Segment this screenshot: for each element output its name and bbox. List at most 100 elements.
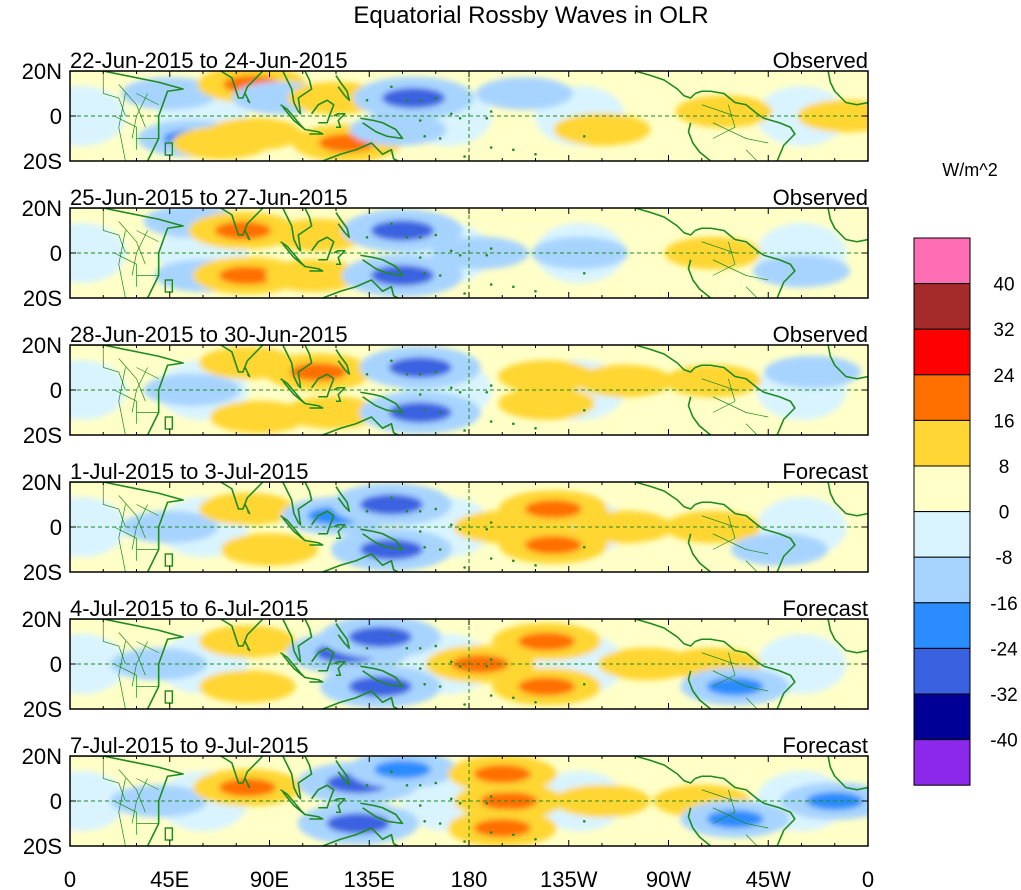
lon-label: 0 (862, 867, 874, 890)
colorbar-swatch (913, 283, 971, 330)
coastlines (70, 345, 868, 435)
coastlines (70, 208, 868, 298)
anomaly-mark (498, 360, 596, 393)
panel-date-range: 22-Jun-2015 to 24-Jun-2015 (70, 48, 348, 73)
colorbar-swatch (913, 511, 971, 558)
anomaly-field (70, 346, 862, 434)
anomaly-core (706, 677, 764, 696)
anomaly-mark (664, 236, 762, 270)
colorbar-label: 40 (993, 275, 1014, 296)
anomaly-mark (198, 670, 296, 703)
anomaly-mark (221, 533, 318, 566)
colorbar-swatch (913, 328, 971, 376)
lon-label: 45W (746, 867, 791, 890)
lat-label: 20N (22, 470, 62, 495)
panels-group: 20N 0 20S 22-Jun-2015 to 24-Jun-2015 Observe… (22, 48, 869, 859)
colorbar-swatch (913, 693, 971, 741)
figure-title: Equatorial Rossby Waves in OLR (353, 2, 708, 29)
colorbar: W/m^2 40 32 24 16 8 0 -8 -16 -24 -32 -40 (913, 160, 1018, 786)
anomaly-core (473, 819, 531, 837)
colorbar-label: 24 (993, 366, 1015, 387)
coastlines (70, 71, 868, 161)
panel-date-range: 4-Jul-2015 to 6-Jul-2015 (70, 596, 308, 621)
panel-1: 20N 0 20S 22-Jun-2015 to 24-Jun-2015 Observe… (22, 48, 869, 174)
lat-label: 20N (22, 607, 62, 632)
coastlines (70, 756, 868, 846)
panel-5: 20N 0 20S 4-Jul-2015 to 6-Jul-2015 Forecast (22, 596, 869, 722)
lat-label: 20S (23, 149, 62, 174)
anomaly-core (214, 221, 272, 240)
lat-label: 20S (23, 286, 62, 311)
anomaly-field (70, 483, 847, 571)
anomaly-mark (498, 387, 596, 420)
colorbar-label: -40 (990, 731, 1017, 752)
anomaly-core (218, 266, 276, 285)
colorbar-swatch (913, 647, 971, 695)
colorbar-swatch (913, 739, 971, 786)
lat-label: 20N (22, 333, 62, 358)
lat-label: 20N (22, 196, 62, 221)
colorbar-swatch (913, 465, 971, 513)
anomaly-mark (265, 259, 363, 292)
anomaly-mark (209, 400, 307, 434)
panel-kind: Observed (773, 48, 868, 73)
coastlines (70, 619, 868, 709)
lon-label: 90W (646, 867, 691, 890)
anomaly-core (359, 494, 423, 515)
panel-kind: Forecast (782, 459, 868, 484)
anomaly-core (388, 402, 452, 423)
lon-label: 90E (250, 867, 289, 890)
anomaly-core (326, 813, 390, 834)
lat-label: 20N (22, 744, 62, 769)
anomaly-core (706, 810, 764, 828)
coastlines (70, 482, 868, 572)
panel-date-range: 28-Jun-2015 to 30-Jun-2015 (70, 322, 348, 347)
panel-2: 20N 0 20S 25-Jun-2015 to 27-Jun-2015 Observe… (22, 185, 869, 311)
colorbar-label: -16 (990, 594, 1017, 615)
anomaly-mark (198, 625, 296, 658)
colorbar-label: 8 (999, 457, 1010, 478)
anomaly-core (451, 655, 509, 673)
anomaly-core (524, 536, 582, 554)
colorbar-swatch (913, 602, 971, 649)
lat-label: 0 (50, 652, 62, 677)
anomaly-mark (664, 364, 762, 398)
colorbar-label: 32 (993, 320, 1014, 341)
anomaly-mark (121, 77, 219, 110)
anomaly-mark (349, 113, 447, 146)
anomaly-mark (531, 236, 629, 270)
lon-label: 45E (150, 867, 189, 890)
anomaly-core (524, 500, 582, 518)
anomaly-core (480, 792, 538, 810)
lon-label: 0 (64, 867, 76, 890)
anomaly-core (518, 677, 575, 696)
lat-label: 0 (50, 241, 62, 266)
colorbar-swatch (913, 237, 971, 285)
lat-label: 0 (50, 515, 62, 540)
anomaly-field (70, 208, 850, 297)
anomaly-core (348, 626, 412, 648)
anomaly-mark (797, 99, 868, 133)
panel-4: 20N 0 20S 1-Jul-2015 to 3-Jul-2015 Forecast (22, 459, 869, 585)
anomaly-mark (475, 77, 573, 110)
colorbar-swatch (913, 419, 971, 467)
lon-label: 135W (540, 867, 598, 890)
panel-kind: Observed (773, 185, 868, 210)
lat-label: 20S (23, 697, 62, 722)
anomaly-core (473, 765, 531, 783)
anomaly-core (382, 87, 446, 109)
anomaly-mark (730, 533, 828, 566)
lat-label: 20S (23, 834, 62, 859)
panel-kind: Observed (773, 322, 868, 347)
anomaly-core (371, 220, 434, 241)
colorbar-label: 16 (993, 411, 1014, 432)
lat-label: 0 (50, 378, 62, 403)
colorbar-units: W/m^2 (942, 160, 997, 180)
anomaly-field (70, 756, 868, 846)
anomaly-mark (269, 218, 367, 252)
panel-date-range: 1-Jul-2015 to 3-Jul-2015 (70, 459, 308, 484)
colorbar-swatch (913, 374, 971, 421)
lat-label: 20S (23, 423, 62, 448)
anomaly-mark (764, 355, 862, 389)
